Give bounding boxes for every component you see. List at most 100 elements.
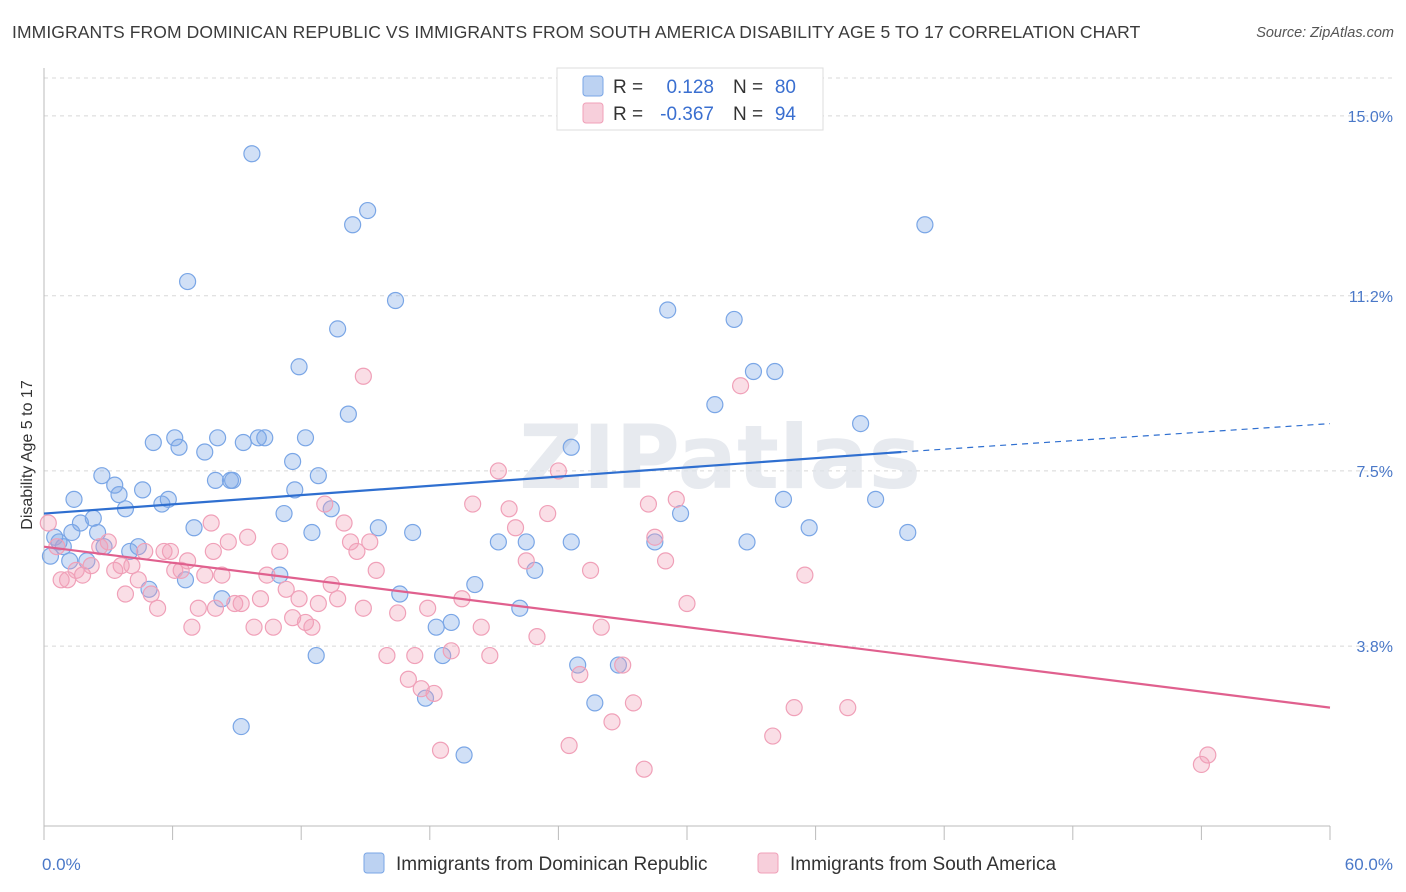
point-dominican-republic	[93, 467, 111, 485]
point-dominican-republic	[369, 519, 387, 537]
point-south-america	[406, 646, 424, 665]
point-dominican-republic	[344, 216, 362, 234]
point-south-america	[378, 646, 396, 665]
chart-source: Source: ZipAtlas.com	[1256, 25, 1394, 41]
legend-n-label-2: N =	[733, 104, 763, 125]
trend-lines	[43, 422, 1331, 709]
point-south-america	[277, 580, 295, 598]
point-south-america	[731, 377, 750, 395]
point-dominican-republic	[179, 272, 197, 291]
point-dominican-republic	[176, 571, 195, 589]
point-dominican-republic	[659, 301, 677, 319]
point-dominican-republic	[286, 481, 304, 499]
point-dominican-republic	[434, 646, 452, 665]
x-tick-label-max: 60.0%	[1345, 855, 1393, 874]
point-south-america	[539, 504, 557, 523]
point-south-america	[354, 367, 372, 385]
point-dominican-republic	[88, 523, 107, 542]
trend-line-dominican-republic	[43, 450, 902, 515]
point-south-america	[129, 571, 147, 589]
point-dominican-republic	[185, 519, 203, 537]
point-south-america	[560, 736, 578, 755]
point-south-america	[603, 713, 621, 731]
point-dominican-republic	[511, 599, 529, 617]
legend-n-value-2: 94	[775, 104, 797, 125]
point-south-america	[481, 646, 499, 665]
point-south-america	[614, 656, 632, 674]
point-south-america	[239, 528, 257, 546]
point-south-america	[316, 495, 334, 513]
point-south-america	[213, 566, 231, 584]
point-south-america	[322, 575, 340, 594]
point-south-america	[549, 462, 568, 480]
point-dominican-republic	[121, 542, 139, 561]
point-dominican-republic	[144, 433, 162, 452]
point-south-america	[796, 566, 814, 584]
point-south-america	[431, 741, 450, 759]
point-dominican-republic	[738, 533, 756, 551]
point-south-america	[581, 561, 600, 579]
y-tick-label: 11.2%	[1349, 289, 1393, 306]
point-south-america	[264, 618, 282, 636]
point-south-america	[189, 599, 207, 617]
point-south-america	[646, 528, 664, 546]
legend-n-label-1: N =	[733, 77, 763, 98]
gridlines	[44, 77, 1392, 647]
point-dominican-republic	[744, 362, 763, 381]
point-south-america	[52, 571, 70, 589]
point-south-america	[39, 514, 57, 532]
point-dominican-republic	[65, 490, 83, 508]
legend-r-value-2: -0.367	[660, 104, 714, 125]
data-points	[39, 145, 1217, 778]
bottom-legend-label-1: Immigrants from Dominican Republic	[396, 854, 708, 875]
bottom-legend-label-2: Immigrants from South America	[790, 854, 1057, 875]
point-south-america	[232, 594, 250, 613]
point-dominican-republic	[899, 523, 917, 542]
point-south-america	[635, 760, 653, 778]
y-tick-labels: 3.8% 7.5% 11.2% 15.0%	[1348, 109, 1393, 656]
point-south-america	[656, 552, 675, 570]
axes	[43, 68, 1331, 840]
point-south-america	[303, 618, 321, 636]
point-dominican-republic	[213, 590, 231, 608]
point-south-america	[592, 618, 610, 636]
point-south-america	[136, 542, 154, 561]
point-south-america	[196, 566, 214, 584]
point-south-america	[472, 618, 490, 636]
point-dominican-republic	[427, 618, 445, 636]
point-dominican-republic	[609, 656, 628, 674]
watermark: ZIPatlas	[519, 406, 921, 509]
point-south-america	[341, 533, 360, 551]
point-south-america	[116, 585, 135, 603]
point-south-america	[123, 557, 141, 575]
bottom-legend: Immigrants from Dominican Republic Immig…	[363, 852, 1057, 875]
point-south-america	[442, 642, 460, 660]
point-south-america	[183, 618, 201, 636]
point-south-america	[172, 561, 190, 579]
point-south-america	[1192, 755, 1211, 774]
point-dominican-republic	[339, 405, 357, 423]
legend-r-label-2: R =	[613, 104, 643, 125]
point-dominican-republic	[329, 320, 347, 338]
point-dominican-republic	[290, 358, 308, 376]
x-tick-label-min: 0.0%	[42, 855, 81, 874]
point-south-america	[148, 599, 167, 617]
point-dominican-republic	[307, 646, 325, 665]
point-dominican-republic	[275, 504, 293, 523]
point-dominican-republic	[586, 694, 604, 712]
point-dominican-republic	[84, 509, 102, 527]
point-dominican-republic	[359, 201, 377, 220]
point-dominican-republic	[489, 533, 507, 551]
point-south-america	[389, 604, 407, 622]
point-south-america	[464, 495, 482, 513]
chart-title: IMMIGRANTS FROM DOMINICAN REPUBLIC VS IM…	[12, 22, 1141, 42]
point-dominican-republic	[61, 552, 79, 570]
point-south-america	[667, 490, 685, 508]
point-dominican-republic	[232, 717, 250, 736]
point-south-america	[245, 618, 263, 636]
point-dominican-republic	[466, 575, 484, 594]
point-dominican-republic	[166, 429, 184, 447]
point-dominican-republic	[671, 504, 690, 523]
point-south-america	[179, 552, 197, 570]
